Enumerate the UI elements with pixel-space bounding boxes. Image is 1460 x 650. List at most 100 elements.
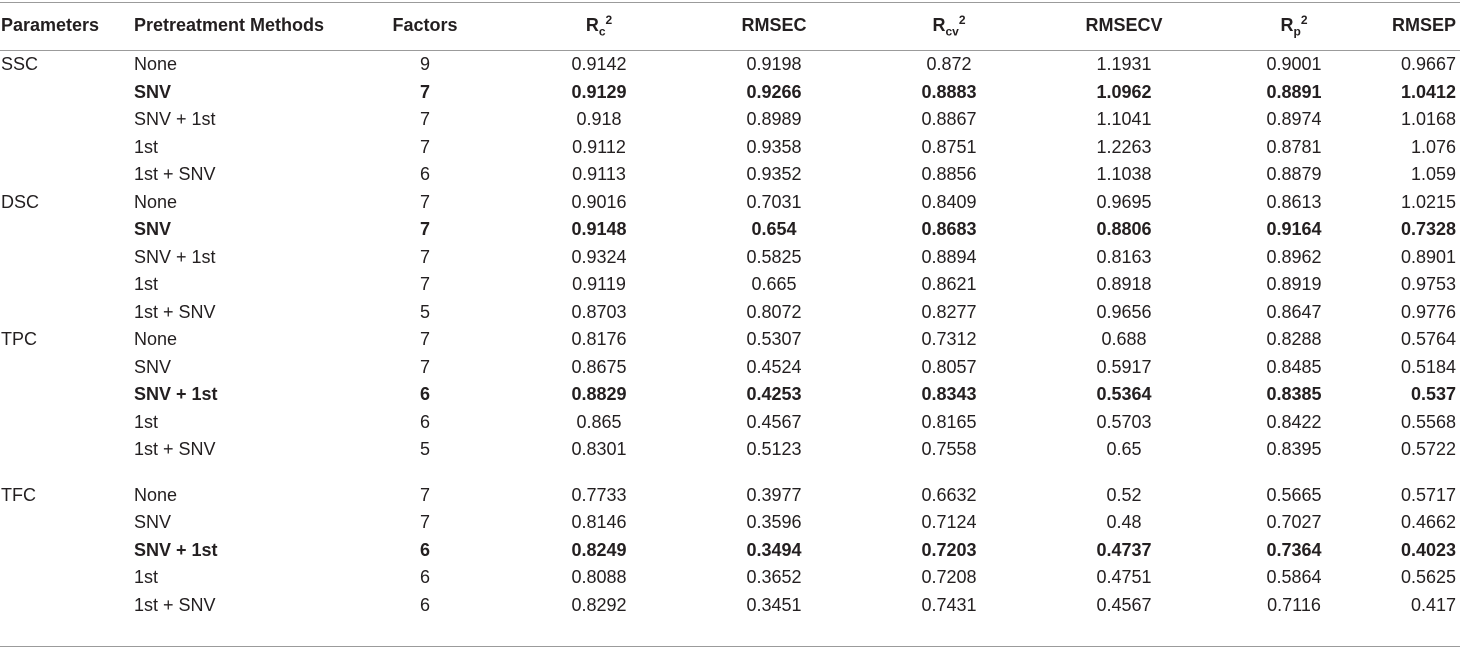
- cell-rc2: 0.9142: [571, 54, 627, 75]
- cell-rp2: 0.8891: [1266, 81, 1322, 102]
- results-table: Parameters Pretreatment Methods Factors …: [0, 12, 1460, 619]
- cell-parameter: [0, 106, 134, 134]
- cell-rmsep: 0.4023: [1400, 539, 1456, 560]
- cell-method: SNV: [134, 81, 172, 102]
- table-row: SNV + 1st 7 0.918 0.8989 0.8867 1.1041 0.8974 1…: [0, 106, 1460, 134]
- cell-method: None: [134, 191, 178, 212]
- cell-rcv2: 0.8683: [921, 219, 977, 240]
- cell-parameter: [0, 354, 134, 382]
- table-row: 1st + SNV 6 0.9113 0.9352 0.8856 1.1038 0.8879…: [0, 161, 1460, 189]
- cell-rc2: 0.8146: [571, 512, 627, 533]
- cell-rp2: 0.7027: [1266, 512, 1322, 533]
- cell-rcv2: 0.8751: [921, 136, 977, 157]
- cell-method: None: [134, 484, 178, 505]
- cell-parameter: DSC: [1, 191, 40, 212]
- cell-rc2: 0.9112: [572, 136, 626, 157]
- cell-rp2: 0.5665: [1266, 484, 1322, 505]
- cell-rmsec: 0.5123: [746, 439, 802, 460]
- cell-rmsecv: 0.4751: [1096, 567, 1152, 588]
- cell-rp2: 0.8485: [1266, 356, 1322, 377]
- cell-parameter: [0, 161, 134, 189]
- cell-parameter: TFC: [1, 484, 36, 505]
- cell-rp2: 0.9164: [1266, 219, 1322, 240]
- cell-parameter: [0, 436, 134, 464]
- cell-rmsep: 0.8901: [1400, 246, 1456, 267]
- cell-rc2: 0.7733: [571, 484, 627, 505]
- bottom-rule: [0, 646, 1460, 647]
- cell-rp2: 0.8974: [1266, 109, 1322, 130]
- cell-factors: 9: [419, 54, 430, 75]
- cell-parameter: [0, 271, 134, 299]
- cell-parameter: [0, 134, 134, 162]
- cell-factors: 7: [419, 246, 430, 267]
- cell-method: 1st: [134, 274, 159, 295]
- cell-rcv2: 0.8057: [921, 356, 977, 377]
- spacer-cell: [0, 464, 1460, 482]
- cell-rcv2: 0.8165: [921, 411, 977, 432]
- table-row: TFC None 7 0.7733 0.3977 0.6632 0.52 0.5665 0.57…: [0, 482, 1460, 510]
- cell-rc2: 0.8292: [571, 594, 627, 615]
- cell-method: None: [134, 329, 178, 350]
- cell-factors: 7: [419, 191, 430, 212]
- table-row: 1st 6 0.8088 0.3652 0.7208 0.4751 0.5864 0.5625: [0, 564, 1460, 592]
- table-row: SNV 7 0.8675 0.4524 0.8057 0.5917 0.8485 0.5184: [0, 354, 1460, 382]
- header-factors: Factors: [392, 15, 458, 35]
- cell-factors: 5: [419, 439, 430, 460]
- cell-rcv2: 0.8621: [921, 274, 977, 295]
- cell-rmsep: 0.9667: [1400, 54, 1456, 75]
- cell-rmsep: 1.059: [1410, 164, 1456, 185]
- cell-rmsec: 0.7031: [746, 191, 802, 212]
- cell-rcv2: 0.7124: [921, 512, 977, 533]
- cell-rc2: 0.8675: [571, 356, 627, 377]
- cell-rmsec: 0.4567: [746, 411, 802, 432]
- cell-rc2: 0.8301: [571, 439, 627, 460]
- header-rule: [0, 50, 1460, 51]
- cell-rmsep: 0.5764: [1400, 329, 1456, 350]
- cell-rmsep: 0.5568: [1400, 411, 1456, 432]
- cell-rmsec: 0.9198: [746, 54, 802, 75]
- cell-parameter: [0, 537, 134, 565]
- cell-rmsec: 0.654: [751, 219, 797, 240]
- header-rc2: Rc2: [585, 12, 613, 39]
- cell-factors: 7: [419, 81, 430, 102]
- cell-rmsec: 0.3596: [746, 512, 802, 533]
- cell-parameter: SSC: [1, 54, 39, 75]
- cell-rmsecv: 0.688: [1101, 329, 1147, 350]
- cell-factors: 7: [419, 512, 430, 533]
- cell-rmsecv: 0.8163: [1096, 246, 1152, 267]
- cell-rmsec: 0.9266: [746, 81, 802, 102]
- cell-rmsep: 0.5625: [1400, 567, 1456, 588]
- header-parameters: Parameters: [1, 15, 100, 35]
- cell-rmsecv: 0.4737: [1096, 539, 1152, 560]
- table-row: SNV + 1st 7 0.9324 0.5825 0.8894 0.8163 0.8962…: [0, 244, 1460, 272]
- cell-rp2: 0.8879: [1266, 164, 1322, 185]
- cell-rp2: 0.8647: [1266, 301, 1322, 322]
- cell-rmsep: 0.417: [1410, 594, 1456, 615]
- header-rp2: Rp2: [1280, 12, 1308, 39]
- cell-rmsec: 0.9358: [746, 136, 802, 157]
- cell-rmsep: 0.5184: [1400, 356, 1456, 377]
- cell-rmsec: 0.5307: [746, 329, 802, 350]
- table-row: 1st + SNV 5 0.8703 0.8072 0.8277 0.9656 0.8647…: [0, 299, 1460, 327]
- cell-rp2: 0.8919: [1266, 274, 1322, 295]
- cell-rp2: 0.8385: [1266, 384, 1322, 405]
- cell-rcv2: 0.7203: [921, 539, 977, 560]
- cell-rcv2: 0.872: [926, 54, 972, 75]
- cell-parameter: [0, 299, 134, 327]
- cell-rmsec: 0.4524: [746, 356, 802, 377]
- table-row: 1st + SNV 6 0.8292 0.3451 0.7431 0.4567 0.7116…: [0, 592, 1460, 620]
- cell-method: SNV: [134, 219, 172, 240]
- cell-rcv2: 0.7558: [921, 439, 977, 460]
- cell-factors: 6: [419, 539, 430, 560]
- table-row: 1st 7 0.9112 0.9358 0.8751 1.2263 0.8781 1.076: [0, 134, 1460, 162]
- cell-rp2: 0.7364: [1266, 539, 1322, 560]
- cell-rcv2: 0.6632: [921, 484, 977, 505]
- table-body: SSC None 9 0.9142 0.9198 0.872 1.1931 0.9001 0.9…: [0, 51, 1460, 619]
- table-row: 1st 7 0.9119 0.665 0.8621 0.8918 0.8919 0.9753: [0, 271, 1460, 299]
- cell-parameter: [0, 216, 134, 244]
- cell-parameter: TPC: [1, 329, 37, 350]
- cell-rmsep: 0.9753: [1400, 274, 1456, 295]
- cell-rmsec: 0.665: [751, 274, 797, 295]
- cell-rmsec: 0.8072: [746, 301, 802, 322]
